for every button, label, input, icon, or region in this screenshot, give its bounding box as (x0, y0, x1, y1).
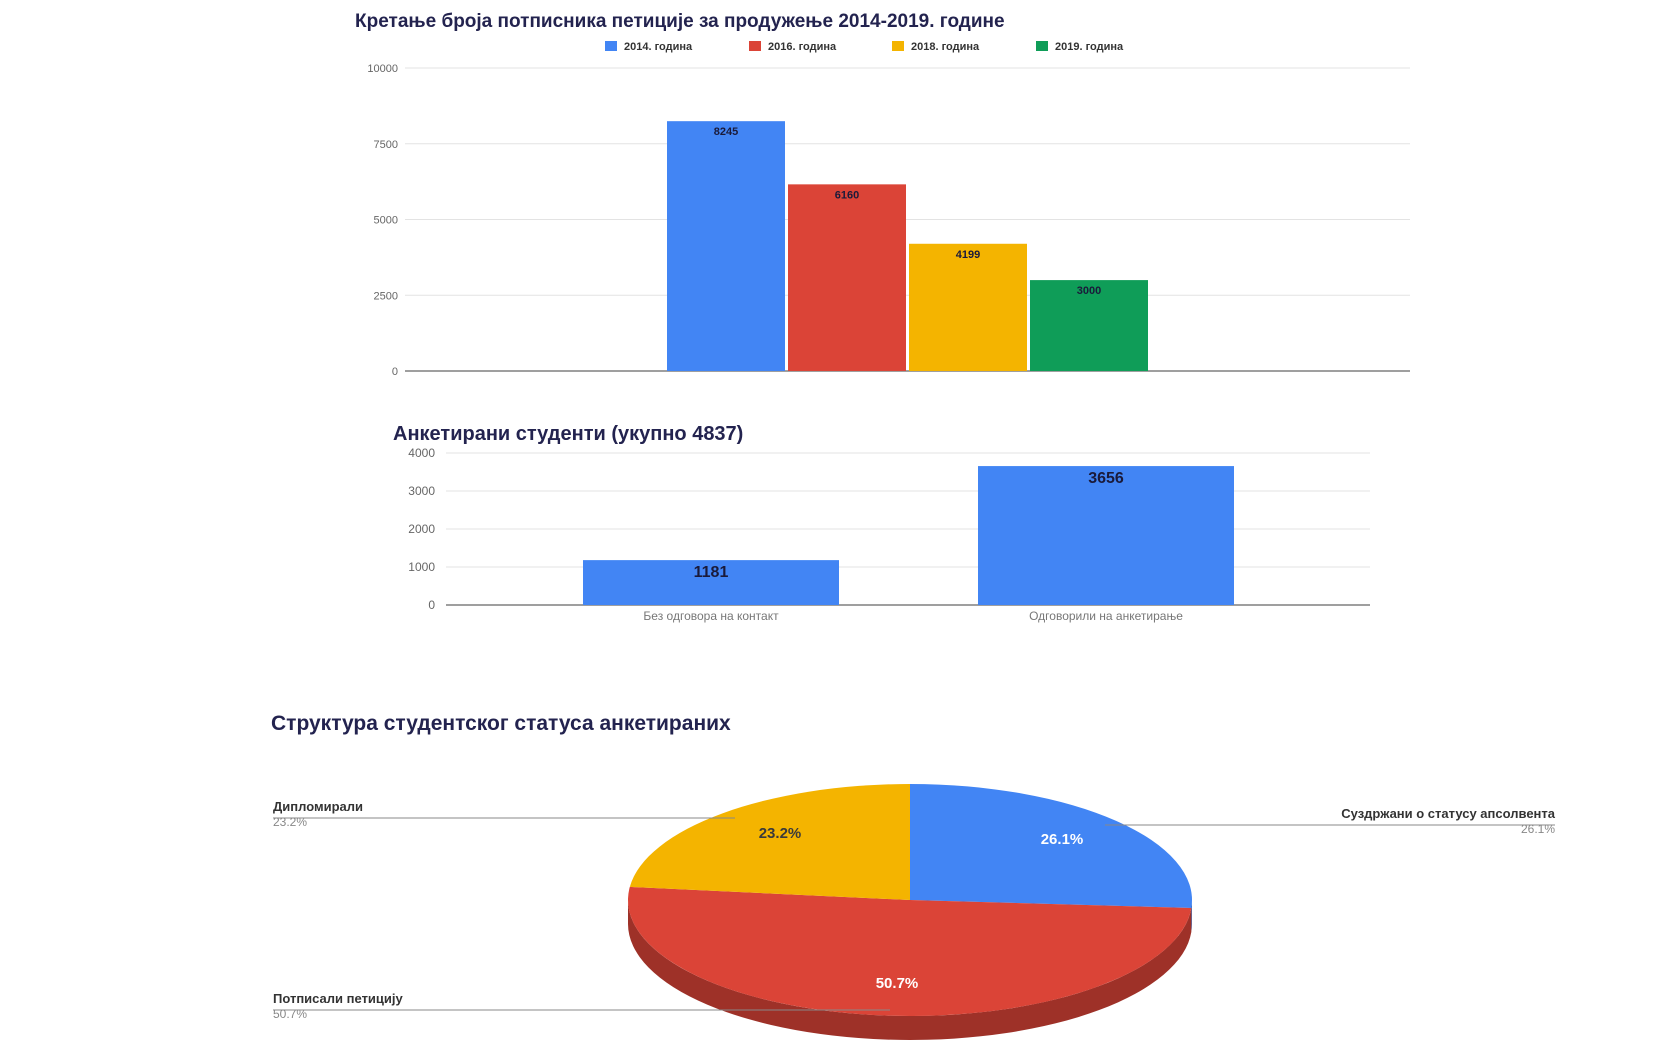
chart2-y-tick-label: 2000 (408, 522, 435, 536)
chart1-legend: 2014. година 2016. година 2018. година 2019… (605, 41, 1124, 53)
chart1-data-label: 3000 (1077, 285, 1101, 297)
chart2-y-tick-label: 1000 (408, 560, 435, 574)
pie-percent-labels: 26.1% 50.7% 23.2% (759, 825, 1084, 992)
pie-3d-side (628, 900, 1192, 1041)
student-status-pie-chart: Структура студентског статуса анкетирани… (271, 712, 1556, 1041)
chart2-bar (978, 466, 1234, 605)
chart2-bar (583, 560, 839, 605)
pie-slice (629, 784, 910, 900)
chart1-legend-swatch (605, 41, 617, 51)
chart1-bars (667, 121, 1148, 371)
pie-slice (910, 784, 1193, 909)
chart1-gridlines (405, 67, 1410, 372)
chart1-y-tick-label: 0 (392, 366, 398, 378)
chart2-category-label: Без одговора на контакт (643, 609, 779, 623)
chart1-y-tick-label: 7500 (374, 139, 398, 151)
chart1-y-tick-label: 5000 (374, 215, 398, 227)
pie-slices (628, 784, 1193, 1016)
chart2-data-label: 3656 (1088, 470, 1124, 487)
chart1-legend-swatch (1036, 41, 1048, 51)
chart1-y-tick-label: 2500 (374, 290, 398, 302)
chart3-title: Структура студентског статуса анкетирани… (271, 712, 731, 735)
chart2-y-tick-label: 3000 (408, 484, 435, 498)
chart1-legend-label: 2014. година (624, 41, 693, 53)
chart2-title: Анкетирани студенти (укупно 4837) (393, 423, 743, 445)
pie-percent-label: 23.2% (759, 825, 802, 842)
pie-side-wall (1191, 900, 1192, 933)
chart2-y-tick-label: 0 (428, 598, 435, 612)
pie-callout-percent: 26.1% (1521, 822, 1555, 836)
chart1-title: Кретање броја потписника петиције за про… (355, 11, 1005, 32)
chart1-legend-swatch (749, 41, 761, 51)
chart1-legend-swatch (892, 41, 904, 51)
chart1-y-tick-label: 10000 (367, 63, 398, 75)
pie-callout-label: Суздржани о статусу апсолвента (1341, 806, 1555, 821)
pie-callout-label: Потписали петицију (273, 991, 404, 1006)
chart1-bar (1030, 280, 1148, 371)
chart1-legend-label: 2018. година (911, 41, 980, 53)
pie-slice (628, 886, 1192, 1016)
pie-percent-label: 50.7% (876, 975, 919, 992)
petition-signers-chart: Кретање броја потписника петиције за про… (355, 11, 1410, 378)
pie-callout-percent: 50.7% (273, 1007, 307, 1021)
chart1-data-label: 4199 (956, 249, 980, 261)
chart2-data-labels: 1181 3656 (694, 470, 1124, 581)
chart1-y-axis-ticks: 0 2500 5000 7500 10000 (367, 63, 398, 378)
chart2-category-labels: Без одговора на контакт Одговорили на анк… (643, 609, 1183, 623)
pie-callout-percent: 23.2% (273, 815, 307, 829)
chart1-bar (909, 243, 1027, 371)
chart1-data-labels: 8245 6160 4199 3000 (714, 126, 1101, 297)
chart2-bars (583, 466, 1234, 605)
pie-callout-label: Дипломирали (273, 799, 363, 814)
surveyed-students-chart: Анкетирани студенти (укупно 4837) 0 1000 2… (393, 423, 1370, 623)
pie-callouts: Суздржани о статусу апсолвента26.1%Потпи… (273, 799, 1556, 1021)
chart1-legend-label: 2016. година (768, 41, 837, 53)
chart1-data-label: 6160 (835, 189, 859, 201)
pie-side-wall (628, 900, 1192, 1041)
chart1-bar (788, 184, 906, 371)
chart2-y-axis-ticks: 0 1000 2000 3000 4000 (408, 446, 435, 612)
chart2-category-label: Одговорили на анкетирање (1029, 609, 1183, 623)
chart1-bar (667, 121, 785, 371)
chart2-y-tick-label: 4000 (408, 446, 435, 460)
chart2-data-label: 1181 (694, 564, 729, 581)
chart1-data-label: 8245 (714, 126, 738, 138)
chart1-legend-label: 2019. година (1055, 41, 1124, 53)
pie-percent-label: 26.1% (1041, 831, 1084, 848)
